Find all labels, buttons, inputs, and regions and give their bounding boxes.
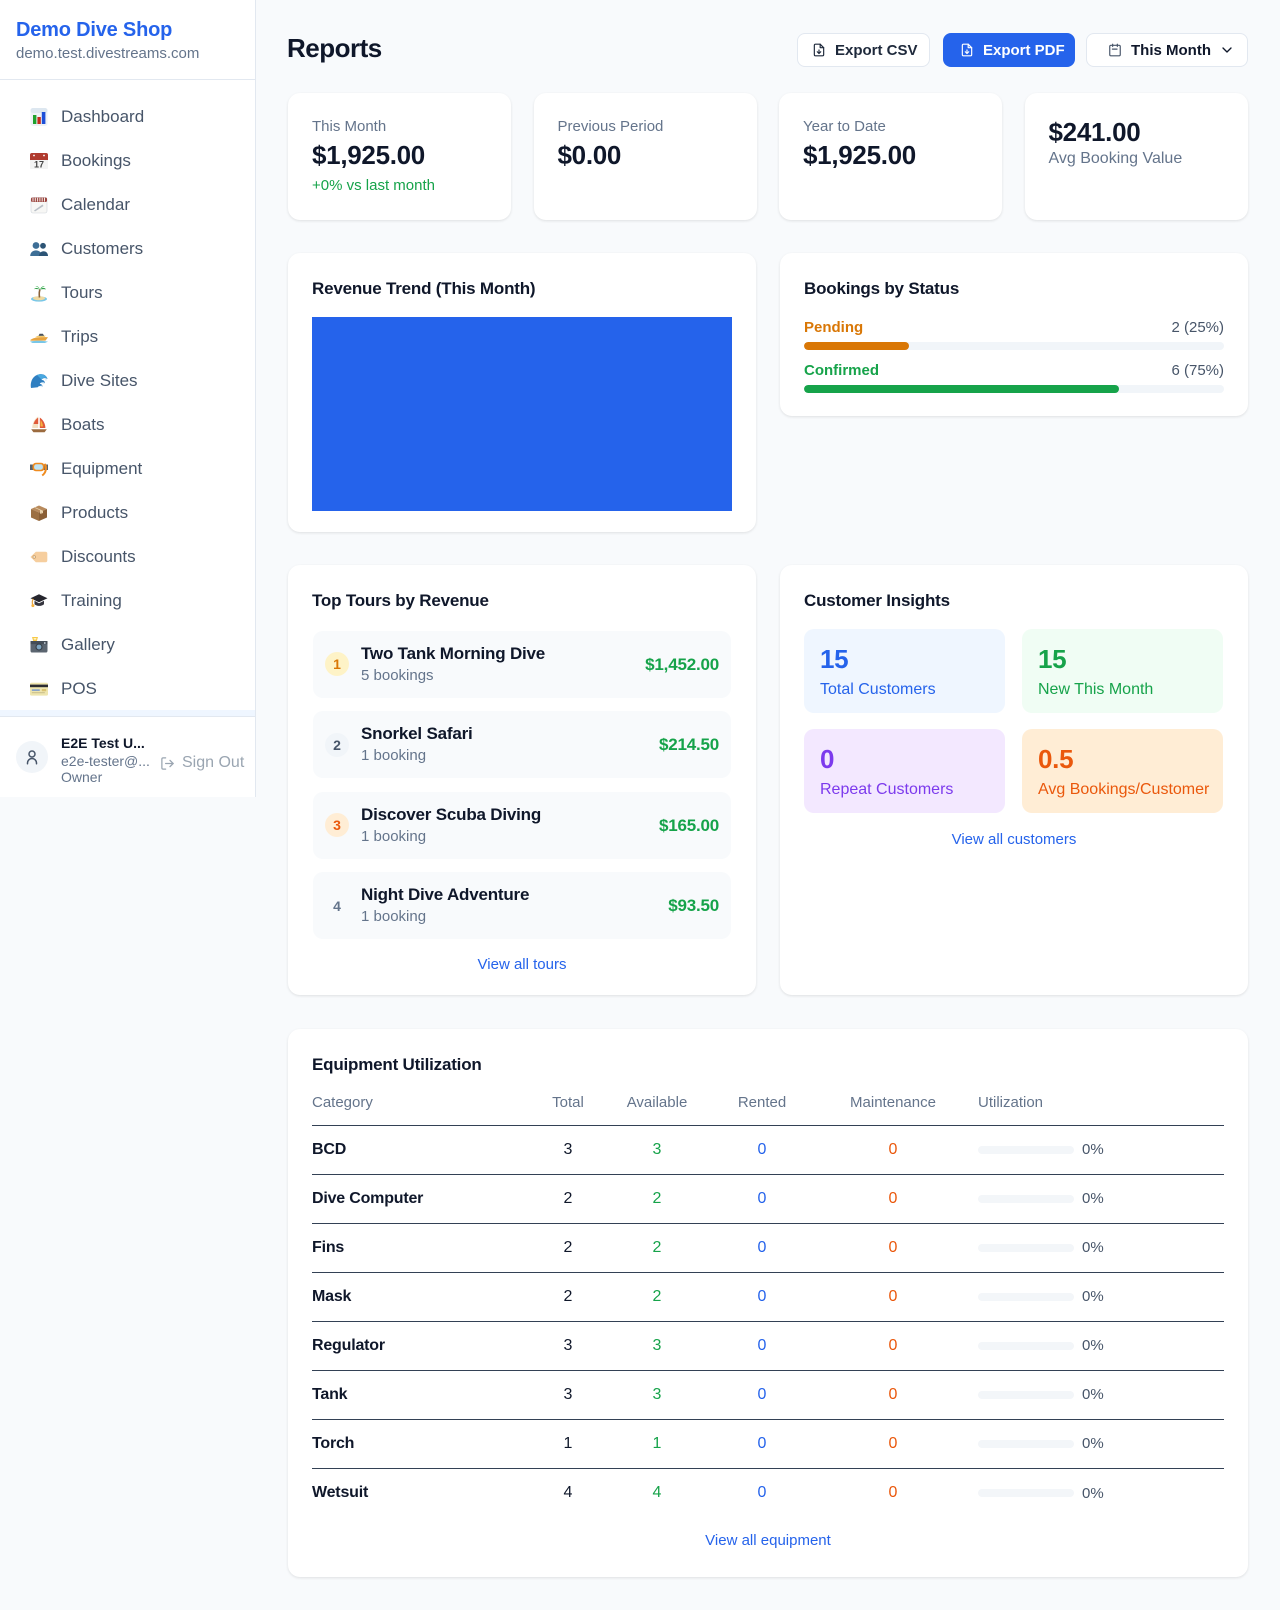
svg-text:17: 17 [34, 160, 44, 170]
